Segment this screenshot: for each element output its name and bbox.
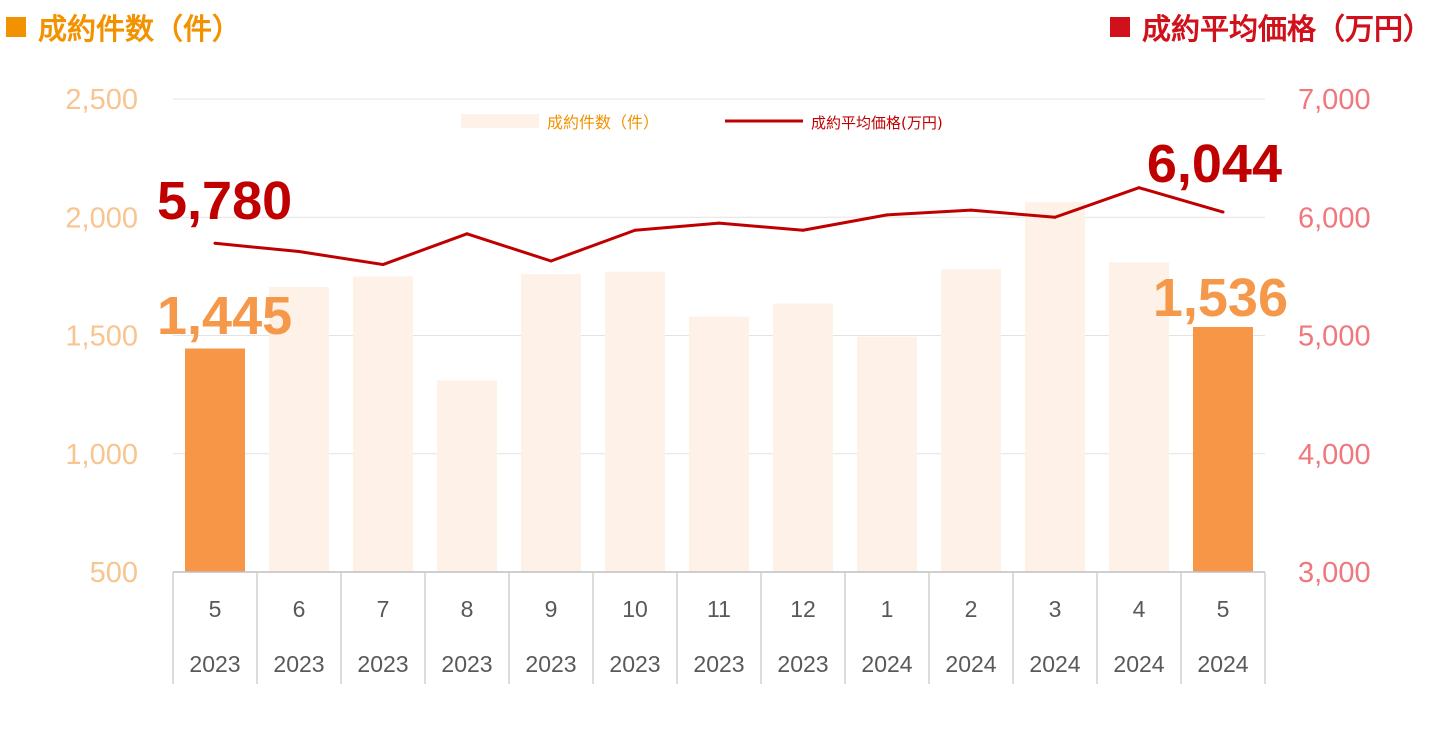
bar bbox=[521, 274, 581, 572]
x-tick-label: 4 bbox=[1133, 596, 1146, 622]
right-tick-label: 4,000 bbox=[1298, 439, 1371, 471]
x-year-label: 2024 bbox=[1197, 651, 1248, 677]
bar bbox=[353, 276, 413, 572]
x-tick-label: 2 bbox=[965, 596, 978, 622]
x-year-label: 2023 bbox=[273, 651, 324, 677]
x-tick-label: 6 bbox=[293, 596, 306, 622]
right-axis-header: 成約平均価格（万円） bbox=[1109, 6, 1432, 48]
legend-bar-swatch bbox=[461, 114, 539, 128]
x-year-label: 2023 bbox=[357, 651, 408, 677]
price-point bbox=[465, 232, 469, 236]
first-count-annotation: 1,445 bbox=[157, 286, 292, 346]
x-tick-label: 10 bbox=[622, 596, 648, 622]
bar bbox=[605, 271, 665, 572]
bar bbox=[941, 269, 1001, 572]
right-tick-label: 3,000 bbox=[1298, 557, 1371, 589]
legend-price-label: 成約平均価格(万円) bbox=[811, 114, 943, 132]
bar bbox=[269, 287, 329, 572]
x-year-label: 2024 bbox=[1029, 651, 1080, 677]
bar bbox=[437, 380, 497, 572]
price-point bbox=[801, 228, 805, 232]
price-point bbox=[969, 208, 973, 212]
x-tick-label: 3 bbox=[1049, 596, 1062, 622]
left-tick-label: 1,000 bbox=[65, 439, 138, 471]
annotations: 5,780 6,044 1,445 1,536 bbox=[157, 134, 1288, 346]
last-count-annotation: 1,536 bbox=[1153, 268, 1288, 328]
left-tick-label: 1,500 bbox=[65, 321, 138, 353]
x-year-label: 2023 bbox=[693, 651, 744, 677]
x-tick-label: 7 bbox=[377, 596, 390, 622]
right-tick-label: 6,000 bbox=[1298, 202, 1371, 234]
price-point bbox=[1221, 210, 1225, 214]
legend: 成約件数（件） 成約平均価格(万円) bbox=[461, 113, 943, 132]
price-point bbox=[381, 263, 385, 267]
right-tick-label: 5,000 bbox=[1298, 321, 1371, 353]
x-tick-label: 5 bbox=[1217, 596, 1230, 622]
axes: 500 1,000 1,500 2,000 2,500 3,000 4,000 5,000 6,… bbox=[65, 84, 1371, 684]
legend-count-label: 成約件数（件） bbox=[547, 113, 659, 132]
red-square-icon bbox=[1109, 17, 1130, 37]
bar bbox=[1025, 201, 1085, 572]
x-year-label: 2024 bbox=[945, 651, 996, 677]
left-tick-label: 2,500 bbox=[65, 84, 138, 116]
price-point bbox=[633, 228, 637, 232]
bar-series bbox=[185, 201, 1253, 572]
last-price-annotation: 6,044 bbox=[1147, 134, 1282, 194]
left-tick-label: 500 bbox=[90, 557, 138, 589]
right-axis-title: 成約平均価格（万円） bbox=[1141, 12, 1432, 46]
price-point bbox=[1137, 186, 1141, 190]
x-tick-label: 11 bbox=[707, 596, 731, 622]
x-tick-label: 9 bbox=[545, 596, 558, 622]
right-tick-label: 7,000 bbox=[1298, 84, 1371, 116]
bar bbox=[857, 336, 917, 572]
bar bbox=[1193, 326, 1253, 572]
price-point bbox=[549, 259, 553, 263]
bar bbox=[185, 348, 245, 572]
price-point bbox=[297, 250, 301, 254]
bar bbox=[1109, 262, 1169, 572]
x-tick-label: 8 bbox=[461, 596, 474, 622]
left-axis-header: 成約件数（件） bbox=[6, 6, 241, 48]
orange-square-icon bbox=[6, 17, 26, 37]
first-price-annotation: 5,780 bbox=[157, 171, 292, 231]
bar bbox=[689, 316, 749, 572]
bar bbox=[773, 303, 833, 572]
x-year-label: 2024 bbox=[861, 651, 912, 677]
price-point bbox=[1053, 215, 1057, 219]
line-series bbox=[213, 186, 1225, 267]
price-point bbox=[717, 221, 721, 225]
x-year-label: 2023 bbox=[441, 651, 492, 677]
x-tick-label: 1 bbox=[881, 596, 894, 622]
price-point bbox=[885, 213, 889, 217]
x-year-label: 2023 bbox=[189, 651, 240, 677]
x-year-label: 2023 bbox=[609, 651, 660, 677]
left-axis-title: 成約件数（件） bbox=[38, 12, 242, 46]
x-year-label: 2023 bbox=[525, 651, 576, 677]
left-tick-label: 2,000 bbox=[65, 202, 138, 234]
x-tick-label: 12 bbox=[790, 596, 816, 622]
x-year-label: 2024 bbox=[1113, 651, 1164, 677]
x-tick-label: 5 bbox=[209, 596, 222, 622]
x-year-label: 2023 bbox=[777, 651, 828, 677]
price-point bbox=[213, 241, 217, 245]
